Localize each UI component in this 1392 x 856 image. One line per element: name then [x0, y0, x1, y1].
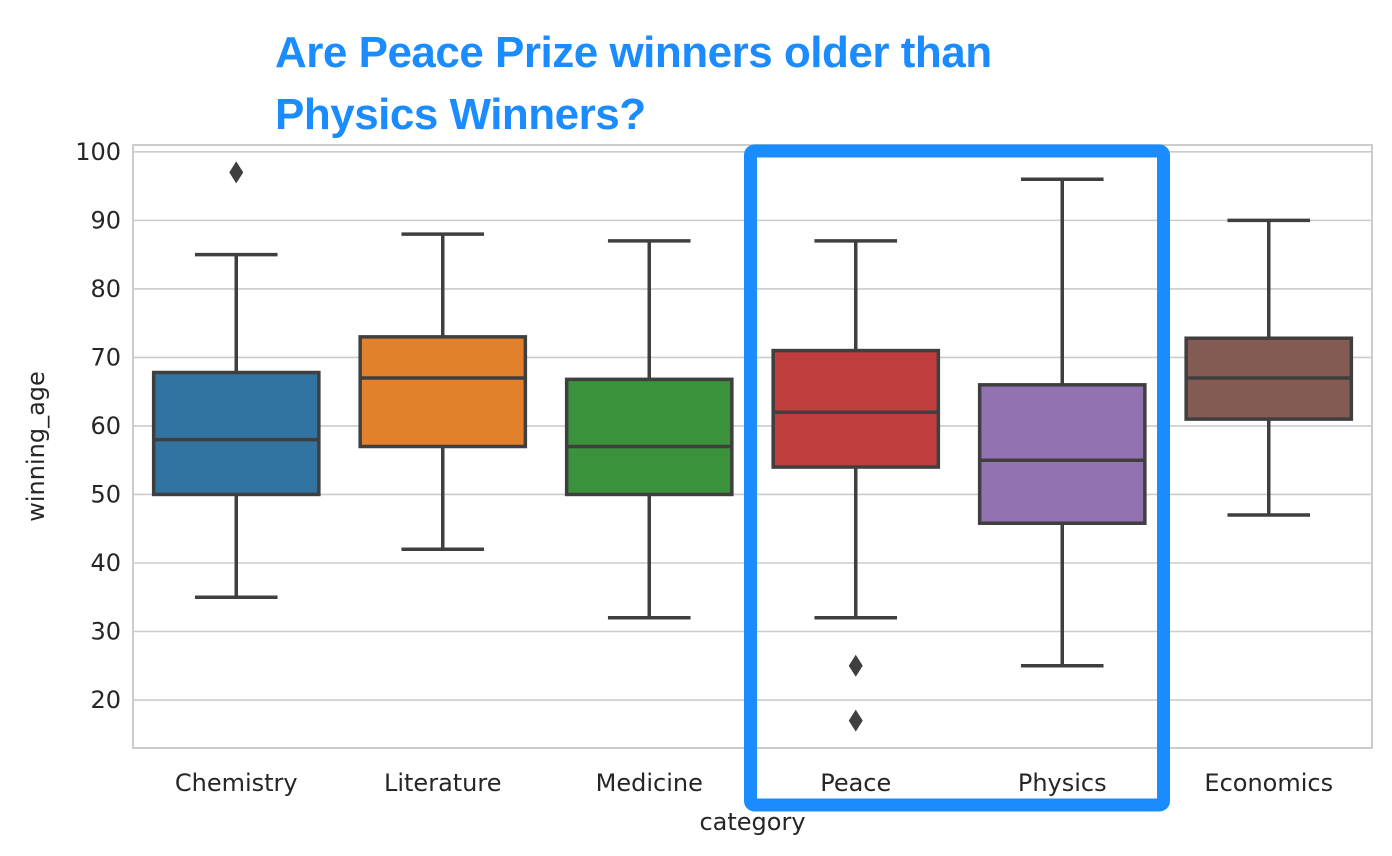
highlight-box-peace-physics	[744, 144, 1170, 812]
chart-title-line-1: Are Peace Prize winners older than	[275, 28, 992, 77]
y-tick-label-100: 100	[75, 138, 121, 166]
y-tick-label-70: 70	[90, 343, 121, 371]
x-tick-label-economics: Economics	[1204, 769, 1333, 797]
x-tick-label-physics: Physics	[1018, 769, 1107, 797]
chart-title: Are Peace Prize winners older than Physi…	[275, 22, 1175, 146]
y-tick-label-60: 60	[90, 412, 121, 440]
y-tick-label-80: 80	[90, 275, 121, 303]
x-tick-label-chemistry: Chemistry	[175, 769, 298, 797]
box-medicine	[564, 377, 734, 497]
x-tick-label-medicine: Medicine	[596, 769, 703, 797]
y-tick-label-20: 20	[90, 686, 121, 714]
x-tick-label-literature: Literature	[384, 769, 502, 797]
x-axis-label: category	[699, 808, 805, 836]
y-tick-label-50: 50	[90, 480, 121, 508]
outlier-peace-1	[848, 709, 863, 732]
y-tick-label-30: 30	[90, 618, 121, 646]
outlier-peace-0	[848, 654, 863, 677]
y-tick-label-90: 90	[90, 206, 121, 234]
box-physics	[977, 383, 1147, 525]
chart-title-line-2: Physics Winners?	[275, 90, 646, 139]
y-axis-label: winning_age	[22, 371, 50, 522]
y-tick-label-40: 40	[90, 549, 121, 577]
box-chemistry	[151, 370, 321, 497]
outlier-chemistry-0	[229, 161, 244, 184]
box-peace	[771, 348, 941, 469]
x-tick-label-peace: Peace	[820, 769, 891, 797]
box-literature	[358, 335, 528, 449]
